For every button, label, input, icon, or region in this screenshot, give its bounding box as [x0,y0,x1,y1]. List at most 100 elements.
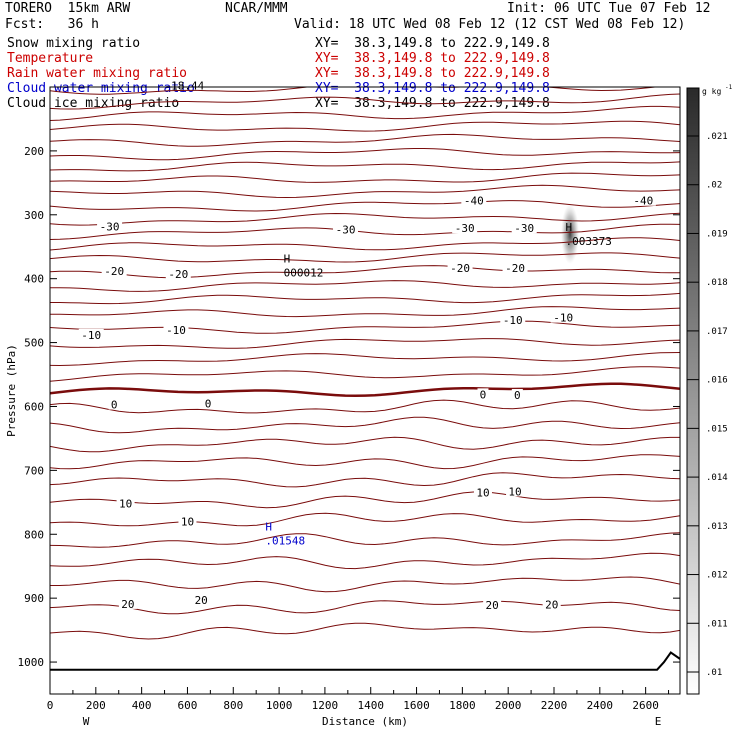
field-xy: XY= 38.3,149.8 to 222.9,149.8 [315,51,550,66]
contour-label-bg [500,314,526,326]
contour-label-bg [118,597,137,609]
contour-label: -30 [336,223,356,236]
field-label: Temperature [7,51,94,66]
colorbar-tick-label: .01 [706,668,722,678]
terrain-line [50,651,680,671]
contour-label: -30 [455,222,475,235]
contour-label: 0 [480,388,487,401]
contour-label: 10 [508,485,521,498]
contour-label-bg [506,485,525,497]
isotherm-line [50,280,680,292]
y-tick-label: 500 [24,337,44,350]
maximum-marker: H [265,521,272,534]
isotherm-line [50,366,680,382]
contour-label: -20 [505,262,525,275]
init-time: Init: 06 UTC Tue 07 Feb 12 [507,1,711,16]
model-title: TORERO 15km ARW [5,1,131,16]
contour-label-bg [477,388,489,400]
isotherm-line [50,600,680,615]
x-tick-label: 800 [223,699,243,712]
east-label: E [655,715,662,728]
contour-label: -20 [168,268,188,281]
y-tick-label: 1000 [18,656,45,669]
colorbar-tick-label: .015 [706,424,728,434]
field-label: Cloud ice mixing ratio [7,96,180,111]
isotherm-line [50,212,680,226]
isotherm-line [50,237,680,251]
x-tick-label: 2600 [632,699,659,712]
x-tick-label: 1000 [266,699,293,712]
isotherm-line [50,472,680,488]
isotherm-line [50,416,680,434]
x-tick-label: 1200 [312,699,339,712]
isotherm-line [50,532,680,548]
isotherm-line [50,223,680,240]
colorbar-tick-label: .014 [706,473,728,483]
plot-frame [49,86,681,695]
x-tick-label: 1800 [449,699,476,712]
colorbar-tick-label: .019 [706,229,728,239]
isotherm-line [50,265,680,279]
maximum-value: .003373 [565,235,611,248]
y-axis-label: Pressure (hPa) [5,344,18,437]
contour-label: -10 [553,312,573,325]
colorbar-title: g kg [702,87,721,96]
field-label: Rain water mixing ratio [7,66,188,81]
colorbar-tick-label: .012 [706,571,728,581]
contour-label: -20 [104,265,124,278]
contour-label-bg [550,311,576,323]
isotherm-line [50,436,680,453]
contour-label-bg [108,398,120,410]
contour-label: 0 [205,397,212,410]
extra-label: -18.44 [165,80,205,93]
isotherm-line [50,93,680,110]
contour-label-bg [461,194,487,206]
contour-label: -20 [450,262,470,275]
x-tick-label: 1400 [357,699,384,712]
org-title: NCAR/MMM [225,1,288,16]
contour-label: 20 [486,599,499,612]
isotherm-line [50,454,680,470]
contour-label: -10 [81,329,101,342]
isotherm-line [50,512,680,527]
maximum-marker: H [284,252,291,265]
plot-area: -40 -40 -30 -30 -30 -30 -20 -20 -20 -20 -10 -10 -10 -… [5,80,681,728]
contour-label: -30 [514,222,534,235]
maximum-value: .01548 [265,535,305,548]
contour-label: 10 [119,498,132,511]
isotherm-lines [50,87,680,671]
colorbar-title-exponent: -1 [725,84,733,91]
colorbar-ramp [686,87,700,695]
y-tick-label: 700 [24,464,44,477]
isotherm-line [50,200,680,212]
x-tick-label: 2400 [587,699,614,712]
colorbar-tick-label: .018 [706,278,728,288]
maximum-marker: H [565,221,572,234]
contour-label-bg [511,222,537,234]
contour-label: 10 [476,487,489,500]
isotherm-line [50,252,680,263]
contour-label-bg [165,268,191,280]
colorbar-tick-label: .016 [706,376,728,386]
isotherm-line [50,292,680,305]
contour-label-bg [542,598,561,610]
y-tick-label: 900 [24,592,44,605]
isotherm-line [50,399,680,414]
field-xy: XY= 38.3,149.8 to 222.9,149.8 [315,66,550,81]
contour-label-bg [483,599,502,611]
isotherm-line [50,576,680,593]
contour-label-bg [178,515,197,527]
x-tick-label: 600 [178,699,198,712]
contour-label: 20 [545,599,558,612]
contour-label-bg [202,397,214,409]
contour-label: -30 [100,220,120,233]
west-label: W [83,715,90,728]
isotherm-line [50,338,680,349]
contour-label: -40 [464,195,484,208]
isotherm-line [50,352,680,367]
y-tick-label: 300 [24,209,44,222]
colorbar-tick-label: .021 [706,132,728,142]
contour-label: -10 [166,324,186,337]
isotherm-line [50,172,680,183]
contour-label-bg [101,265,127,277]
